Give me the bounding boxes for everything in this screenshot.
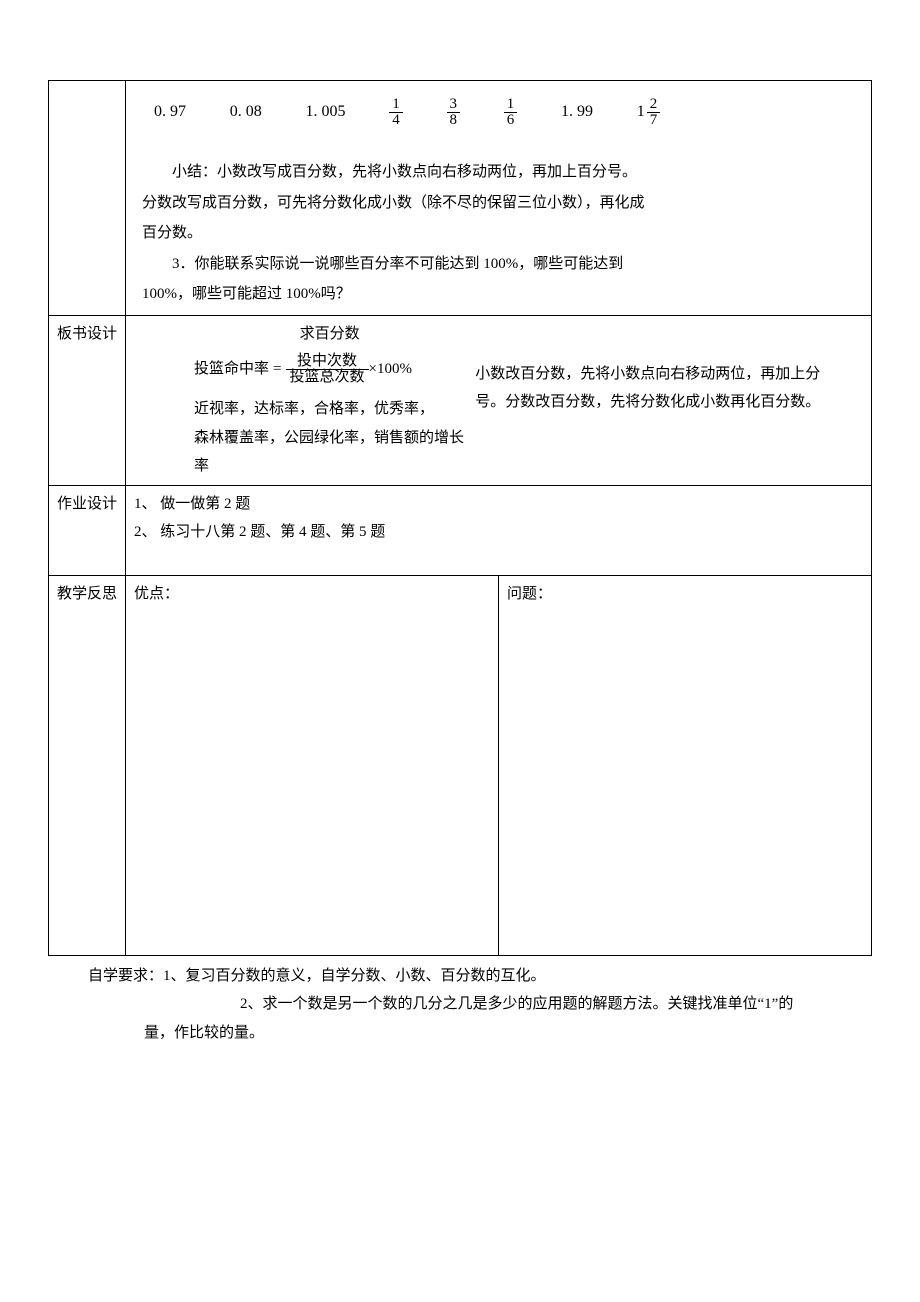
homework-item: 2、 练习十八第 2 题、第 4 题、第 5 题 — [134, 518, 863, 547]
board-left-column: 求百分数 投篮命中率 = 投中次数 投篮总次数 ×100% 近视率，达标率，合格… — [134, 320, 465, 481]
conversion-note: 小数改百分数，先将小数点向右移动两位，再加上分 — [475, 360, 863, 389]
conversion-note: 号。分数改百分数，先将分数化成小数再化百分数。 — [475, 388, 863, 417]
hit-rate-formula: 投篮命中率 = 投中次数 投篮总次数 ×100% — [194, 354, 465, 385]
board-title: 求百分数 — [194, 320, 465, 349]
number-list: 0. 97 0. 08 1. 005 1 4 3 8 1 6 1. 99 1 — [134, 85, 863, 158]
note-line: 2、求一个数是另一个数的几分之几是多少的应用题的解题方法。关键找准单位“1”的 — [144, 990, 872, 1019]
board-right-column: 小数改百分数，先将小数点向右移动两位，再加上分 号。分数改百分数，先将分数化成小… — [475, 320, 863, 481]
formula-lhs: 投篮命中率 — [194, 355, 269, 384]
summary-line: 百分数。 — [142, 219, 855, 248]
homework-label: 作业设计 — [49, 485, 126, 575]
advantages-heading: 优点： — [134, 586, 179, 602]
lesson-plan-table: 0. 97 0. 08 1. 005 1 4 3 8 1 6 1. 99 1 — [48, 80, 872, 956]
equals-sign: = — [273, 355, 281, 384]
reflection-row: 教学反思 优点： 问题： — [49, 575, 872, 955]
formula-tail: ×100% — [369, 355, 412, 384]
value-decimal: 1. 005 — [306, 97, 346, 127]
question-line: 100%，哪些可能超过 100%吗？ — [142, 280, 855, 309]
top-section-row: 0. 97 0. 08 1. 005 1 4 3 8 1 6 1. 99 1 — [49, 81, 872, 316]
value-fraction: 1 6 — [504, 97, 518, 128]
value-decimal: 0. 08 — [230, 97, 262, 127]
formula-fraction: 投中次数 投篮总次数 — [286, 354, 369, 385]
self-study-notes: 自学要求：1、复习百分数的意义，自学分数、小数、百分数的互化。 2、求一个数是另… — [48, 962, 872, 1048]
problems-heading: 问题： — [507, 586, 552, 602]
homework-item: 1、 做一做第 2 题 — [134, 490, 863, 519]
top-label-cell — [49, 81, 126, 316]
board-design-label: 板书设计 — [49, 315, 126, 485]
advantages-cell: 优点： — [126, 575, 499, 955]
homework-row: 作业设计 1、 做一做第 2 题 2、 练习十八第 2 题、第 4 题、第 5 … — [49, 485, 872, 575]
value-fraction: 3 8 — [447, 97, 461, 128]
summary-text: 小结：小数改写成百分数，先将小数点向右移动两位，再加上百分号。 分数改写成百分数… — [134, 158, 863, 248]
value-mixed-fraction: 1 2 7 — [637, 97, 661, 128]
top-content-cell: 0. 97 0. 08 1. 005 1 4 3 8 1 6 1. 99 1 — [126, 81, 872, 316]
rate-examples: 近视率，达标率，合格率，优秀率， — [194, 395, 465, 424]
value-fraction: 1 4 — [389, 97, 403, 128]
reflection-label: 教学反思 — [49, 575, 126, 955]
value-decimal: 0. 97 — [154, 97, 186, 127]
question-text: 3．你能联系实际说一说哪些百分率不可能达到 100%，哪些可能达到 100%，哪… — [134, 250, 863, 309]
value-decimal: 1. 99 — [561, 97, 593, 127]
summary-line: 小结：小数改写成百分数，先将小数点向右移动两位，再加上百分号。 — [142, 158, 855, 187]
summary-line: 分数改写成百分数，可先将分数化成小数（除不尽的保留三位小数），再化成 — [142, 189, 855, 218]
rate-examples: 森林覆盖率，公园绿化率，销售额的增长率 — [194, 424, 465, 481]
board-design-content: 求百分数 投篮命中率 = 投中次数 投篮总次数 ×100% 近视率，达标率，合格… — [126, 315, 872, 485]
note-line: 量，作比较的量。 — [144, 1019, 872, 1048]
board-design-row: 板书设计 求百分数 投篮命中率 = 投中次数 投篮总次数 ×100% 近视率，达… — [49, 315, 872, 485]
problems-cell: 问题： — [499, 575, 872, 955]
question-line: 3．你能联系实际说一说哪些百分率不可能达到 100%，哪些可能达到 — [142, 250, 855, 279]
note-line: 自学要求：1、复习百分数的意义，自学分数、小数、百分数的互化。 — [144, 962, 872, 991]
homework-content: 1、 做一做第 2 题 2、 练习十八第 2 题、第 4 题、第 5 题 — [126, 485, 872, 575]
